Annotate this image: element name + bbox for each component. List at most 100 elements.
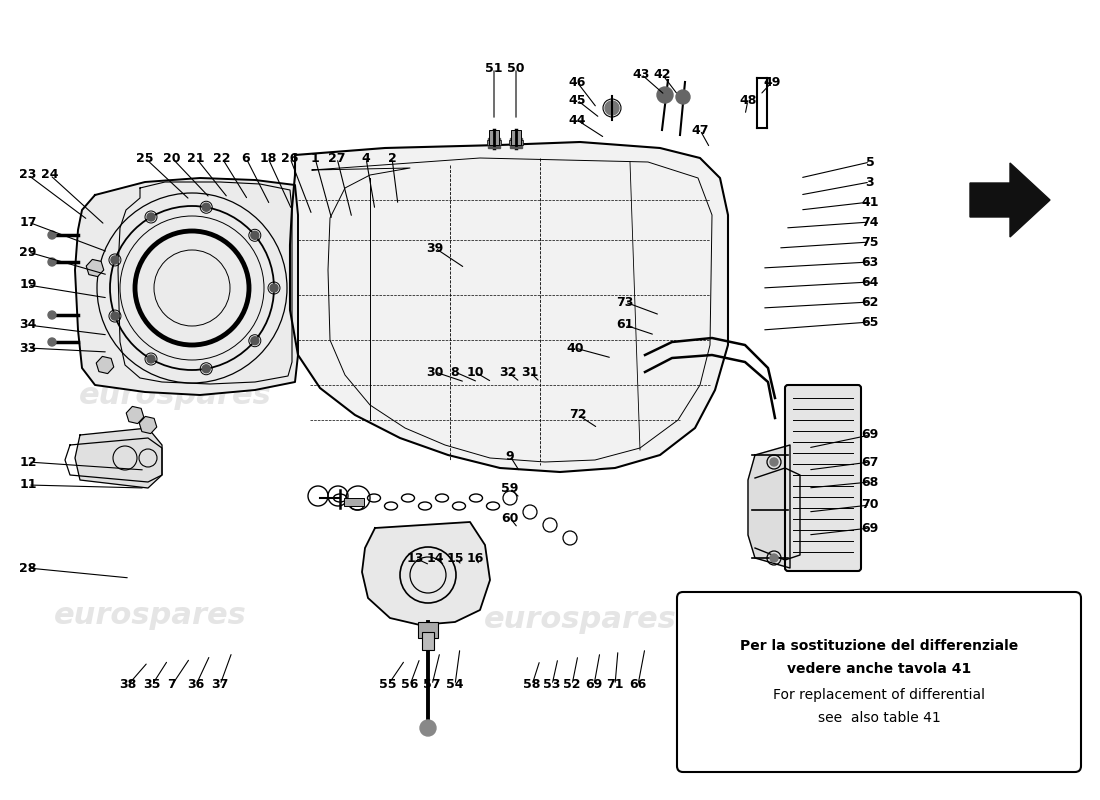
Circle shape (657, 87, 673, 103)
FancyBboxPatch shape (785, 385, 861, 571)
Text: 26: 26 (282, 151, 299, 165)
Circle shape (202, 365, 210, 373)
Text: 60: 60 (502, 511, 519, 525)
Text: 41: 41 (861, 195, 879, 209)
Bar (509, 140, 522, 145)
Text: 35: 35 (143, 678, 161, 691)
Text: 11: 11 (20, 478, 36, 491)
Text: 30: 30 (427, 366, 443, 378)
Polygon shape (290, 142, 728, 472)
Circle shape (605, 101, 619, 115)
Text: 74: 74 (861, 215, 879, 229)
Text: 25: 25 (136, 151, 154, 165)
Text: 6: 6 (242, 151, 251, 165)
Text: 1: 1 (310, 151, 319, 165)
Text: 68: 68 (861, 475, 879, 489)
Text: 19: 19 (20, 278, 36, 291)
Text: 33: 33 (20, 342, 36, 354)
Text: 3: 3 (866, 175, 874, 189)
Text: 48: 48 (739, 94, 757, 106)
Text: 45: 45 (569, 94, 585, 106)
Bar (510, 138, 522, 148)
Text: 28: 28 (20, 562, 36, 574)
Text: 15: 15 (447, 551, 464, 565)
Text: 51: 51 (485, 62, 503, 74)
Text: 47: 47 (691, 123, 708, 137)
Text: 61: 61 (616, 318, 634, 331)
Text: 55: 55 (379, 678, 397, 691)
Text: 64: 64 (861, 275, 879, 289)
Text: 63: 63 (861, 255, 879, 269)
Text: 56: 56 (402, 678, 419, 691)
Circle shape (202, 203, 210, 211)
Text: 38: 38 (120, 678, 136, 691)
Text: 22: 22 (213, 151, 231, 165)
Text: 16: 16 (466, 551, 484, 565)
Text: 18: 18 (260, 151, 277, 165)
Text: vedere anche tavola 41: vedere anche tavola 41 (786, 662, 971, 676)
Text: 13: 13 (406, 551, 424, 565)
Text: 21: 21 (187, 151, 205, 165)
Bar (488, 138, 501, 148)
Bar (512, 130, 521, 145)
Text: 36: 36 (187, 678, 205, 691)
Circle shape (48, 311, 56, 319)
Text: 71: 71 (606, 678, 624, 691)
Circle shape (251, 231, 258, 239)
Polygon shape (362, 522, 490, 625)
Text: 4: 4 (362, 151, 371, 165)
Text: 8: 8 (451, 366, 460, 378)
Text: Per la sostituzione del differenziale: Per la sostituzione del differenziale (740, 639, 1019, 653)
Text: 52: 52 (563, 678, 581, 691)
Text: 44: 44 (569, 114, 585, 126)
Text: 14: 14 (427, 551, 443, 565)
Text: For replacement of differential: For replacement of differential (773, 688, 984, 702)
Text: 53: 53 (543, 678, 561, 691)
Text: 65: 65 (861, 315, 879, 329)
Circle shape (48, 258, 56, 266)
Text: 67: 67 (861, 455, 879, 469)
Text: 69: 69 (585, 678, 603, 691)
Circle shape (111, 256, 119, 264)
Text: 9: 9 (506, 450, 515, 462)
Polygon shape (75, 428, 162, 488)
Bar (422, 632, 435, 650)
Text: 57: 57 (424, 678, 441, 691)
Text: 58: 58 (524, 678, 541, 691)
Circle shape (48, 231, 56, 239)
Circle shape (270, 284, 278, 292)
Polygon shape (75, 178, 298, 395)
Text: 46: 46 (569, 75, 585, 89)
Text: 59: 59 (502, 482, 519, 494)
Circle shape (251, 337, 258, 345)
Text: eurospares: eurospares (54, 601, 246, 630)
Text: 39: 39 (427, 242, 443, 254)
Text: 70: 70 (861, 498, 879, 511)
Text: 2: 2 (387, 151, 396, 165)
Text: 73: 73 (616, 295, 634, 309)
Text: 27: 27 (328, 151, 345, 165)
Text: 75: 75 (861, 235, 879, 249)
Circle shape (770, 554, 778, 562)
Text: 54: 54 (447, 678, 464, 691)
Text: 49: 49 (763, 75, 781, 89)
Text: 69: 69 (861, 522, 879, 534)
Text: 37: 37 (211, 678, 229, 691)
Bar (344, 498, 364, 506)
Text: 69: 69 (861, 429, 879, 442)
Text: 62: 62 (861, 295, 879, 309)
Text: 50: 50 (507, 62, 525, 74)
Polygon shape (748, 445, 790, 568)
Text: 29: 29 (20, 246, 36, 258)
Text: 12: 12 (20, 455, 36, 469)
Text: eurospares: eurospares (78, 381, 272, 410)
Text: 66: 66 (629, 678, 647, 691)
Text: 72: 72 (570, 409, 586, 422)
Circle shape (48, 338, 56, 346)
Circle shape (147, 355, 155, 363)
Text: 24: 24 (42, 169, 58, 182)
Text: 42: 42 (653, 67, 671, 81)
Text: 31: 31 (521, 366, 539, 378)
Circle shape (770, 458, 778, 466)
Polygon shape (970, 163, 1050, 237)
